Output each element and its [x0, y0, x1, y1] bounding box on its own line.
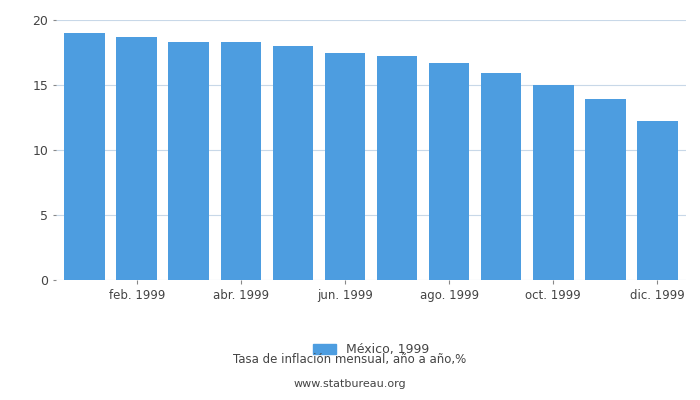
Bar — [325, 52, 365, 280]
Text: www.statbureau.org: www.statbureau.org — [294, 379, 406, 389]
Text: Tasa de inflación mensual, año a año,%: Tasa de inflación mensual, año a año,% — [233, 354, 467, 366]
Bar — [272, 46, 313, 280]
Bar — [585, 99, 626, 280]
Bar — [429, 63, 470, 280]
Bar — [169, 42, 209, 280]
Bar — [533, 85, 573, 280]
Bar — [116, 37, 157, 280]
Legend: México, 1999: México, 1999 — [313, 344, 429, 356]
Bar — [637, 121, 678, 280]
Bar — [481, 73, 522, 280]
Bar — [377, 56, 417, 280]
Bar — [64, 33, 105, 280]
Bar — [220, 42, 261, 280]
